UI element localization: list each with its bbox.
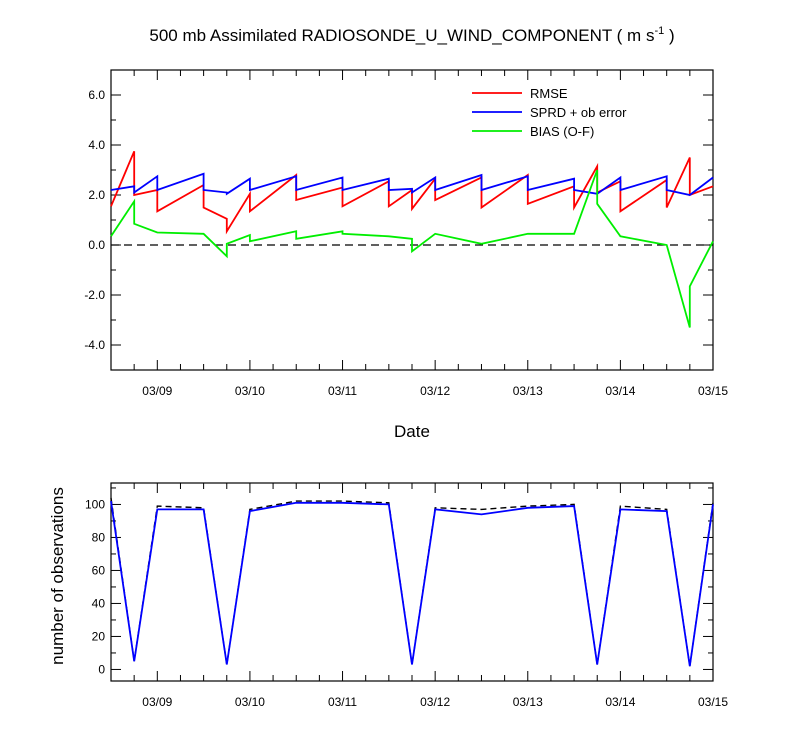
title-superscript: -1 <box>654 25 664 37</box>
x-tick-label: 03/13 <box>513 695 543 709</box>
x-tick-label: 03/11 <box>328 384 357 398</box>
x-tick-label: 03/10 <box>235 384 265 398</box>
bottom-series-group <box>110 497 714 667</box>
series-line-sprd-ob-error <box>110 172 714 196</box>
top-series-group <box>110 150 714 328</box>
bottom-axes: 0 20 40 60 80 100 03/09 03/10 03/11 03/12 03/13 03/… <box>85 483 728 709</box>
x-tick-label: 03/15 <box>698 695 728 709</box>
x-tick-label: 03/11 <box>328 695 357 709</box>
y-tick-label: 20 <box>92 629 106 643</box>
series-line-assimilated <box>110 500 714 667</box>
x-axis-title: Date <box>394 422 430 441</box>
title-main: 500 mb Assimilated RADIOSONDE_U_WIND_COM… <box>149 26 654 45</box>
y-tick-label: 6.0 <box>88 88 105 102</box>
y-tick-label: 60 <box>92 563 106 577</box>
x-tick-label: 03/10 <box>235 695 265 709</box>
y-tick-label: 80 <box>92 530 106 544</box>
legend: RMSE SPRD + ob error BIAS (O-F) <box>472 86 627 139</box>
y-tick-label: 0.0 <box>88 238 105 252</box>
series-line-possible <box>110 497 714 667</box>
legend-label: SPRD + ob error <box>530 105 627 120</box>
x-tick-label: 03/14 <box>605 384 635 398</box>
title-end: ) <box>664 26 674 45</box>
y-tick-label: -4.0 <box>84 338 105 352</box>
bottom-plot-frame <box>110 482 714 682</box>
x-tick-label: 03/12 <box>420 384 450 398</box>
chart-title: 500 mb Assimilated RADIOSONDE_U_WIND_COM… <box>149 25 674 45</box>
x-tick-label: 03/12 <box>420 695 450 709</box>
x-tick-label: 03/13 <box>513 384 543 398</box>
x-tick-label: 03/09 <box>142 695 172 709</box>
legend-label: BIAS (O-F) <box>530 124 594 139</box>
y-tick-label: 0 <box>98 662 105 676</box>
series-line-bias-o-f <box>110 169 714 328</box>
y-tick-label: 40 <box>92 596 106 610</box>
y-tick-label: 4.0 <box>88 138 105 152</box>
x-tick-label: 03/15 <box>698 384 728 398</box>
y-axis-title-observations: number of observations <box>48 487 67 665</box>
x-tick-label: 03/14 <box>605 695 635 709</box>
y-tick-label: -2.0 <box>84 288 105 302</box>
legend-label: RMSE <box>530 86 568 101</box>
y-tick-label: 100 <box>85 497 105 511</box>
y-tick-label: 2.0 <box>88 188 105 202</box>
x-tick-label: 03/09 <box>142 384 172 398</box>
